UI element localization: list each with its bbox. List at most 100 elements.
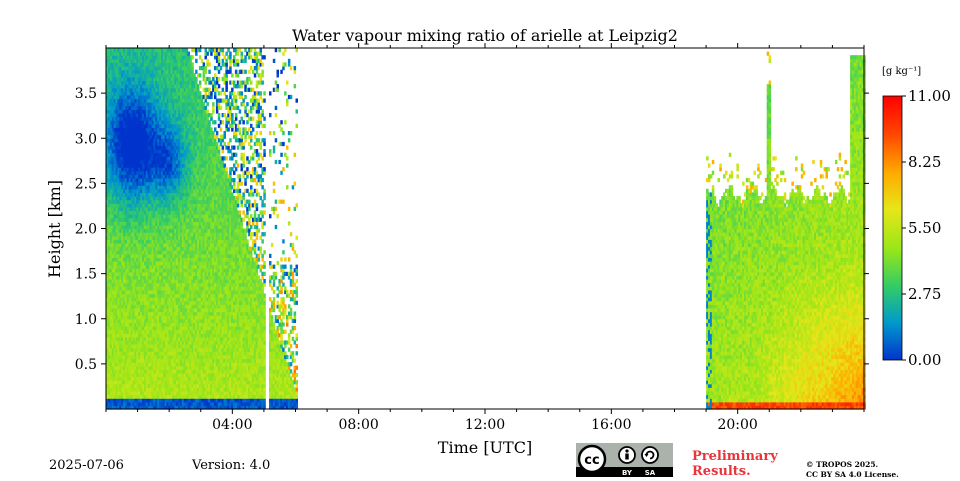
heatmap-cell [123,264,126,269]
heatmap-cell [115,152,118,157]
heatmap-cell [157,141,160,147]
heatmap-cell [172,347,175,352]
heatmap-cell [157,401,160,407]
heatmap-cell [185,102,189,107]
heatmap-cell [128,336,132,342]
heatmap-cell [161,242,164,248]
heatmap-cell [191,268,194,273]
heatmap-cell [117,344,120,349]
heatmap-cell [130,253,134,259]
heatmap-cell [126,344,130,349]
heatmap-cell [132,163,135,168]
heatmap-cell [187,206,190,212]
heatmap-cell [176,102,179,107]
heatmap-cell [142,131,145,136]
heatmap-cell [136,340,139,345]
heatmap-cell [197,105,200,111]
heatmap-cell [149,123,153,129]
heatmap-cell [164,174,168,179]
heatmap-cell [113,333,117,338]
heatmap-cell [113,116,117,121]
heatmap-cell [191,235,194,240]
heatmap-cell [147,369,151,374]
heatmap-cell [198,221,202,226]
heatmap-cell [153,300,156,305]
heatmap-cell [126,113,130,118]
heatmap-cell [161,279,164,284]
heatmap-cell [187,344,190,349]
heatmap-cell [197,398,200,403]
heatmap-cell [183,91,187,96]
heatmap-cell [107,192,111,197]
heatmap-cell [149,315,153,320]
heatmap-cell [176,163,179,168]
heatmap-cell [134,228,137,233]
heatmap-cell [128,257,132,262]
heatmap-cell [140,58,143,64]
heatmap-cell [179,387,183,392]
heatmap-cell [138,329,141,334]
heatmap-cell [119,87,122,92]
heatmap-cell [136,188,139,194]
heatmap-cell [166,196,170,201]
heatmap-cell [142,271,145,277]
heatmap-cell [132,217,135,222]
heatmap-cell [174,156,177,161]
heatmap-cell [140,362,143,367]
heatmap-cell [189,170,192,175]
heatmap-cell [107,340,111,345]
heatmap-cell [128,289,132,295]
heatmap-cell [130,196,134,201]
heatmap-cell [172,163,175,168]
heatmap-cell [193,333,196,338]
heatmap-cell [166,329,170,334]
heatmap-cell [195,167,198,172]
heatmap-cell [115,48,118,53]
heatmap-cell [197,376,200,381]
heatmap-cell [123,405,126,410]
heatmap-cell [106,376,109,381]
heatmap-cell [162,131,166,136]
heatmap-cell [195,282,198,287]
heatmap-cell [178,398,181,403]
heatmap-cell [126,362,130,367]
heatmap-cell [189,394,192,399]
heatmap-cell [149,253,153,259]
heatmap-cell [162,152,166,157]
heatmap-cell [179,390,183,396]
heatmap-cell [185,199,189,204]
heatmap-cell [168,192,171,197]
heatmap-cell [121,286,124,291]
heatmap-cell [155,181,158,186]
heatmap-cell [183,192,187,197]
heatmap-cell [125,167,128,172]
heatmap-cell [115,264,118,269]
heatmap-cell [147,372,151,378]
heatmap-cell [147,326,151,331]
heatmap-cell [130,344,134,349]
heatmap-cell [185,242,189,248]
heatmap-cell [176,217,179,222]
heatmap-cell [132,333,135,338]
heatmap-cell [153,405,156,410]
heatmap-cell [155,398,158,403]
heatmap-cell [125,196,128,201]
heatmap-cell [155,214,158,219]
heatmap-cell [121,318,124,324]
heatmap-cell [149,297,153,302]
heatmap-cell [128,326,132,331]
heatmap-cell [106,344,109,349]
heatmap-cell [126,181,130,186]
heatmap-cell [178,401,181,407]
heatmap-cell [130,178,134,183]
heatmap-cell [111,383,115,388]
heatmap-cell [142,257,145,262]
heatmap-cell [161,138,164,143]
heatmap-cell [181,271,185,277]
heatmap-cell [197,221,200,226]
heatmap-cell [183,289,187,295]
heatmap-cell [145,174,149,179]
heatmap-cell [138,232,141,237]
heatmap-cell [143,221,147,226]
heatmap-cell [181,401,185,407]
